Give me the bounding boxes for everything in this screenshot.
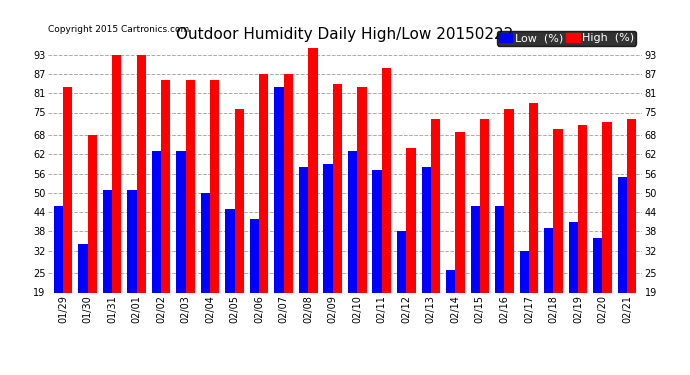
Bar (324, 164, 333, 292)
Bar (235, 109, 244, 292)
Bar (544, 228, 553, 292)
Bar (495, 206, 504, 292)
Bar (284, 74, 293, 292)
Bar (553, 129, 563, 292)
Bar (602, 122, 612, 292)
Bar (308, 48, 317, 292)
Title: Outdoor Humidity Daily High/Low 20150222: Outdoor Humidity Daily High/Low 20150222 (177, 27, 513, 42)
Bar (382, 68, 391, 292)
Bar (618, 177, 627, 292)
Bar (137, 55, 146, 292)
Bar (226, 209, 235, 292)
Bar (250, 219, 259, 292)
Bar (348, 151, 357, 292)
Bar (504, 109, 513, 292)
Bar (103, 190, 112, 292)
Bar (201, 193, 210, 292)
Bar (127, 190, 137, 292)
Bar (593, 238, 602, 292)
Bar (373, 170, 382, 292)
Bar (357, 87, 366, 292)
Bar (471, 206, 480, 292)
Bar (78, 244, 88, 292)
Bar (578, 125, 587, 292)
Bar (455, 132, 464, 292)
Bar (431, 119, 440, 292)
Bar (275, 87, 284, 292)
Bar (406, 148, 415, 292)
Bar (152, 151, 161, 292)
Bar (333, 84, 342, 292)
Bar (177, 151, 186, 292)
Bar (529, 103, 538, 292)
Text: Copyright 2015 Cartronics.com: Copyright 2015 Cartronics.com (48, 25, 190, 34)
Bar (397, 231, 406, 292)
Bar (627, 119, 636, 292)
Bar (88, 135, 97, 292)
Bar (480, 119, 489, 292)
Bar (446, 270, 455, 292)
Bar (54, 206, 63, 292)
Bar (161, 80, 170, 292)
Bar (569, 222, 578, 292)
Bar (112, 55, 121, 292)
Bar (299, 167, 308, 292)
Bar (186, 80, 195, 292)
Bar (210, 80, 219, 292)
Bar (422, 167, 431, 292)
Bar (63, 87, 72, 292)
Bar (259, 74, 268, 292)
Legend: Low  (%), High  (%): Low (%), High (%) (497, 31, 636, 46)
Bar (520, 251, 529, 292)
